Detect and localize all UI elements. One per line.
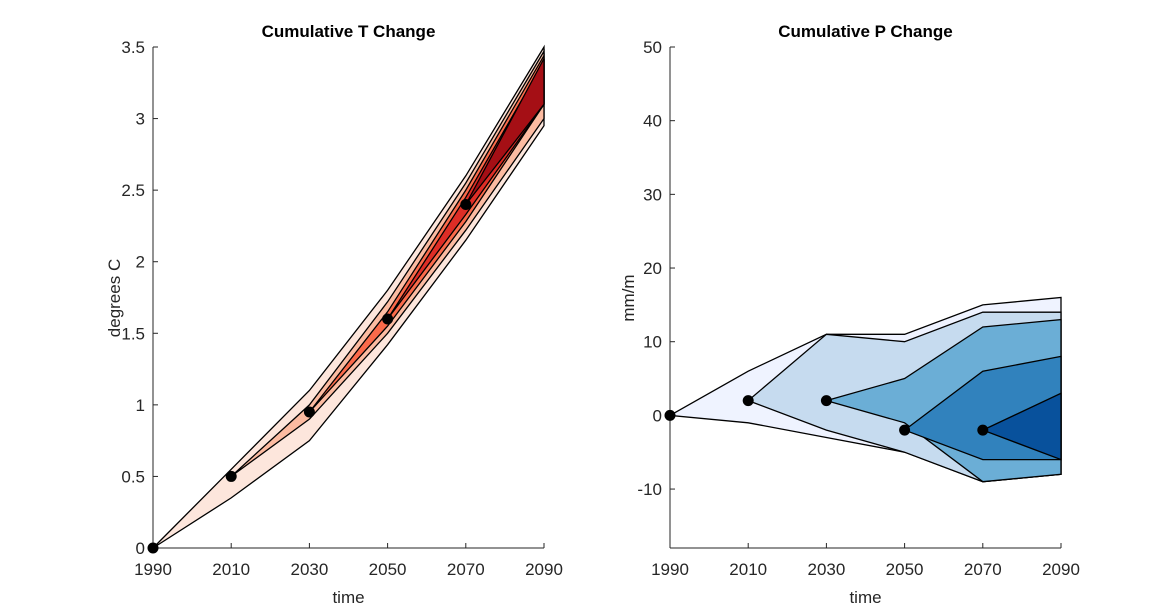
temperature-chart: Cumulative T Change 1990 2010 2030 2050 2070… (105, 22, 563, 607)
y-tick-label: -10 (637, 480, 662, 499)
y-tick-label: 3 (136, 110, 145, 129)
y-tick-label: 1.5 (121, 324, 145, 343)
x-tick-label: 2030 (807, 560, 845, 579)
data-point (382, 313, 394, 325)
y-tick-label: 50 (643, 38, 662, 57)
y-tick-label: 40 (643, 112, 662, 131)
y-tick-label: 0.5 (121, 467, 145, 486)
y-tick-label: 1 (136, 396, 145, 415)
plot-area: 1990 2010 2030 2050 2070 2090 0 0.5 1 1.5 2 2.5 3 3.5 (121, 38, 563, 579)
x-tick-label: 2050 (369, 560, 407, 579)
band-1 (152, 44, 545, 549)
y-tick-label: 0 (653, 406, 662, 425)
band-5 (981, 392, 1062, 461)
x-tick-label: 1990 (134, 560, 172, 579)
y-tick-label: 3.5 (121, 38, 145, 57)
data-point (977, 424, 989, 436)
x-tick-label: 1990 (651, 560, 689, 579)
y-tick-label: 20 (643, 259, 662, 278)
data-point (303, 406, 315, 418)
data-point (820, 395, 832, 407)
x-tick-label: 2070 (964, 560, 1002, 579)
data-point (225, 470, 237, 482)
y-tick-label: 2.5 (121, 181, 145, 200)
chart-title: Cumulative T Change (262, 22, 436, 41)
y-axis-label: mm/m (619, 274, 638, 321)
chart-title: Cumulative P Change (778, 22, 952, 41)
data-point (147, 542, 159, 554)
data-point (664, 409, 676, 421)
band-5 (465, 58, 545, 205)
data-point (899, 424, 911, 436)
y-tick-label: 0 (136, 539, 145, 558)
x-tick-label: 2010 (212, 560, 250, 579)
x-tick-label: 2090 (525, 560, 563, 579)
x-axis-label: time (332, 588, 364, 607)
band-2 (230, 48, 545, 477)
y-tick-label: 10 (643, 333, 662, 352)
y-tick-label: 30 (643, 185, 662, 204)
x-tick-label: 2050 (886, 560, 924, 579)
precipitation-chart: Cumulative P Change 1990 2010 2030 2050 2070… (619, 22, 1080, 607)
x-axis-label: time (849, 588, 881, 607)
x-tick-label: 2090 (1042, 560, 1080, 579)
x-tick-label: 2070 (447, 560, 485, 579)
x-tick-label: 2010 (729, 560, 767, 579)
data-point (460, 198, 472, 210)
x-tick-label: 2030 (290, 560, 328, 579)
y-tick-label: 2 (136, 253, 145, 272)
data-point (742, 395, 754, 407)
y-axis-label: degrees C (105, 259, 124, 337)
